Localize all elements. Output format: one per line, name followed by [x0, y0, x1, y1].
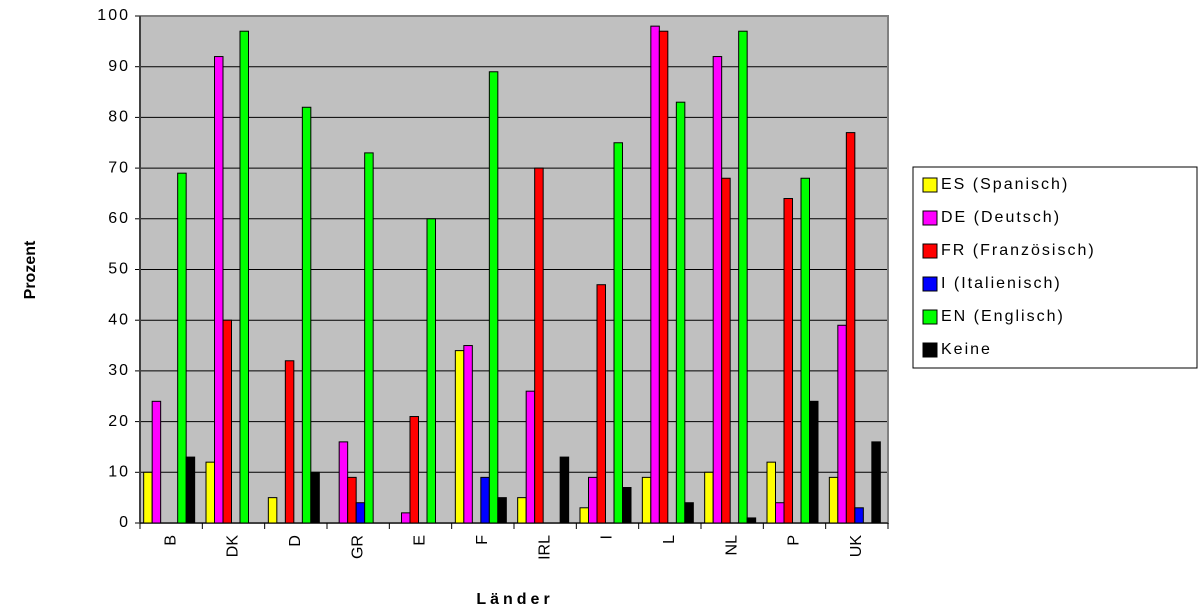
bar — [205, 461, 215, 524]
y-tick-label: 40 — [108, 311, 130, 328]
legend-label: EN (Englisch) — [941, 308, 1065, 325]
legend-swatch — [922, 309, 938, 325]
x-axis-label: Länder — [476, 591, 553, 608]
legend-swatch — [922, 243, 938, 259]
bar — [534, 167, 544, 524]
bar — [151, 400, 162, 524]
y-tick-label: 100 — [97, 7, 130, 24]
x-tick-label: D — [287, 535, 304, 547]
bar — [401, 512, 411, 524]
y-tick-label: 0 — [119, 514, 130, 531]
bar — [738, 30, 748, 524]
bar — [871, 441, 881, 524]
bar — [854, 507, 864, 524]
bar — [658, 30, 669, 524]
bar — [177, 172, 187, 524]
x-tick-label: UK — [848, 535, 865, 558]
bar — [301, 106, 312, 524]
x-tick-label: B — [162, 535, 179, 546]
x-tick-label: F — [474, 535, 491, 545]
bar — [721, 177, 731, 524]
legend-swatch — [922, 342, 938, 358]
x-tick-label: NL — [723, 535, 740, 556]
bar — [239, 30, 249, 524]
y-tick-label: 60 — [108, 210, 130, 227]
bar — [347, 476, 357, 524]
bar — [775, 502, 785, 524]
x-tick-label: I — [599, 535, 616, 539]
bar — [809, 400, 819, 524]
bar — [480, 476, 490, 524]
y-tick-label: 80 — [108, 109, 130, 126]
bar — [845, 132, 856, 524]
bar — [746, 517, 757, 524]
legend-swatch — [922, 177, 938, 193]
bar — [364, 152, 374, 524]
bar — [488, 71, 499, 524]
bar — [766, 461, 776, 524]
legend-label: FR (Französisch) — [941, 242, 1096, 259]
bar — [837, 324, 847, 524]
y-tick-label: 10 — [108, 464, 130, 481]
bar — [559, 456, 570, 524]
y-tick-label: 50 — [108, 261, 130, 278]
bar — [338, 441, 349, 524]
bar — [517, 497, 527, 524]
bar — [650, 25, 660, 524]
x-tick-label: IRL — [536, 535, 553, 560]
bar — [579, 507, 589, 524]
bar — [214, 56, 224, 524]
legend-label: DE (Deutsch) — [941, 209, 1061, 226]
bar — [704, 471, 714, 524]
legend-box — [912, 166, 1198, 369]
bar — [310, 471, 320, 524]
x-tick-label: L — [661, 535, 678, 544]
x-tick-label: GR — [349, 535, 366, 559]
bar — [355, 502, 366, 524]
bar — [267, 497, 278, 524]
bar — [641, 476, 652, 524]
bar — [143, 471, 153, 524]
bar — [783, 198, 793, 524]
bar — [800, 177, 810, 524]
y-axis-label: Prozent — [22, 240, 39, 299]
y-tick-label: 30 — [108, 362, 130, 379]
bar — [622, 487, 632, 524]
bar — [684, 502, 694, 524]
bar — [409, 416, 419, 524]
bar — [525, 390, 536, 524]
y-tick-label: 90 — [108, 58, 130, 75]
y-tick-label: 20 — [108, 413, 130, 430]
bar — [613, 142, 623, 524]
bar — [454, 350, 465, 524]
legend-swatch — [922, 210, 938, 226]
legend-label: Keine — [941, 341, 992, 358]
bar — [426, 218, 436, 524]
x-tick-label: E — [412, 535, 429, 546]
bar — [463, 345, 473, 524]
bar — [222, 319, 232, 524]
bar — [828, 476, 839, 524]
x-tick-label: P — [786, 535, 803, 546]
legend-swatch — [922, 276, 938, 292]
x-tick-label: DK — [225, 535, 242, 558]
bar — [284, 360, 295, 524]
bar — [712, 56, 723, 524]
bar — [588, 476, 598, 524]
legend-label: I (Italienisch) — [941, 275, 1062, 292]
y-tick-label: 70 — [108, 159, 130, 176]
legend-label: ES (Spanisch) — [941, 176, 1069, 193]
bar — [185, 456, 196, 524]
bar — [497, 497, 507, 524]
bar — [675, 101, 686, 524]
bar — [596, 284, 606, 524]
